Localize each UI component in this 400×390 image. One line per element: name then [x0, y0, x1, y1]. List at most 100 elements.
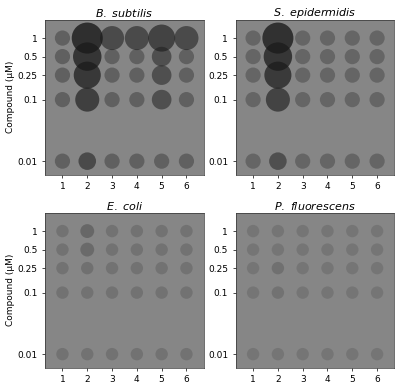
Point	[109, 72, 115, 78]
Point	[275, 228, 281, 234]
Point	[300, 265, 306, 271]
Point	[183, 246, 190, 253]
Point	[134, 53, 140, 60]
Point	[275, 72, 281, 78]
Point	[84, 289, 90, 296]
Point	[134, 158, 140, 164]
Point	[84, 246, 90, 253]
Point	[158, 289, 165, 296]
Point	[349, 228, 356, 234]
Point	[250, 96, 256, 103]
Point	[183, 289, 190, 296]
Point	[158, 158, 165, 164]
Point	[374, 228, 380, 234]
Point	[324, 96, 331, 103]
Point	[300, 351, 306, 357]
Point	[374, 351, 380, 357]
Point	[158, 246, 165, 253]
Point	[250, 35, 256, 41]
Point	[300, 96, 306, 103]
Point	[109, 246, 115, 253]
Point	[324, 289, 331, 296]
Point	[84, 228, 90, 234]
Point	[374, 265, 380, 271]
Point	[324, 35, 331, 41]
Point	[275, 158, 281, 164]
Y-axis label: Compound (μM): Compound (μM)	[6, 254, 14, 326]
Point	[59, 35, 66, 41]
Point	[324, 72, 331, 78]
Point	[109, 96, 115, 103]
Point	[59, 72, 66, 78]
Title: $\it{E.\ coli}$: $\it{E.\ coli}$	[106, 200, 143, 212]
Point	[250, 158, 256, 164]
Point	[134, 228, 140, 234]
Point	[59, 351, 66, 357]
Point	[109, 289, 115, 296]
Point	[158, 351, 165, 357]
Point	[324, 265, 331, 271]
Point	[324, 53, 331, 60]
Point	[374, 53, 380, 60]
Point	[374, 72, 380, 78]
Point	[84, 53, 90, 60]
Point	[59, 96, 66, 103]
Point	[324, 158, 331, 164]
Point	[300, 289, 306, 296]
Point	[84, 35, 90, 41]
Point	[250, 265, 256, 271]
Point	[374, 246, 380, 253]
Point	[158, 53, 165, 60]
Point	[324, 351, 331, 357]
Point	[324, 246, 331, 253]
Point	[250, 351, 256, 357]
Point	[158, 265, 165, 271]
Point	[250, 246, 256, 253]
Point	[349, 246, 356, 253]
Point	[109, 265, 115, 271]
Point	[300, 246, 306, 253]
Point	[109, 228, 115, 234]
Point	[134, 265, 140, 271]
Point	[183, 35, 190, 41]
Point	[183, 228, 190, 234]
Point	[109, 158, 115, 164]
Point	[109, 351, 115, 357]
Point	[158, 72, 165, 78]
Point	[349, 96, 356, 103]
Point	[183, 96, 190, 103]
Point	[134, 289, 140, 296]
Point	[349, 72, 356, 78]
Point	[183, 351, 190, 357]
Point	[109, 53, 115, 60]
Title: $\it{P.\ fluorescens}$: $\it{P.\ fluorescens}$	[274, 200, 356, 212]
Point	[84, 265, 90, 271]
Point	[275, 265, 281, 271]
Point	[300, 72, 306, 78]
Point	[349, 289, 356, 296]
Point	[158, 228, 165, 234]
Point	[349, 35, 356, 41]
Point	[109, 35, 115, 41]
Point	[134, 351, 140, 357]
Point	[158, 35, 165, 41]
Point	[275, 53, 281, 60]
Point	[300, 53, 306, 60]
Point	[324, 228, 331, 234]
Point	[84, 158, 90, 164]
Point	[275, 351, 281, 357]
Point	[183, 158, 190, 164]
Point	[275, 246, 281, 253]
Title: $\it{B.\ subtilis}$: $\it{B.\ subtilis}$	[96, 7, 154, 19]
Point	[374, 289, 380, 296]
Point	[59, 289, 66, 296]
Point	[134, 72, 140, 78]
Point	[250, 289, 256, 296]
Point	[349, 53, 356, 60]
Point	[84, 96, 90, 103]
Point	[183, 53, 190, 60]
Point	[349, 158, 356, 164]
Point	[275, 35, 281, 41]
Point	[134, 35, 140, 41]
Point	[250, 228, 256, 234]
